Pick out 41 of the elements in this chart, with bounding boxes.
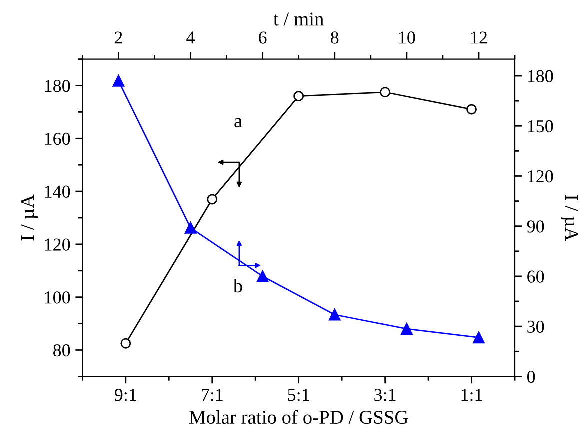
y-tick-label: 30 bbox=[528, 320, 544, 334]
y-tick-label: 100 bbox=[45, 292, 70, 304]
y-tick-label: 80 bbox=[54, 344, 70, 357]
point bbox=[328, 308, 341, 321]
y-tick-label: 140 bbox=[45, 186, 70, 198]
x-tick-label: 8 bbox=[331, 32, 339, 44]
x-tick-label: 5:1 bbox=[288, 389, 310, 402]
y-tick-label: 180 bbox=[45, 80, 70, 92]
x-tick-label: 6 bbox=[259, 32, 267, 44]
x-tick-label: 4 bbox=[186, 32, 195, 44]
x-tick-label: 1:1 bbox=[462, 389, 482, 402]
point bbox=[120, 338, 132, 349]
point bbox=[401, 323, 413, 335]
point bbox=[112, 75, 125, 87]
point bbox=[184, 222, 197, 234]
y-tick-label: 180 bbox=[528, 70, 554, 82]
x-tick-label: 9:1 bbox=[114, 389, 136, 402]
point bbox=[473, 332, 485, 344]
point bbox=[294, 91, 304, 102]
x-tick-label: 2 bbox=[114, 32, 122, 44]
x-tick-label: 12 bbox=[472, 32, 488, 44]
y-axis-title: I / µA bbox=[561, 195, 578, 242]
x-axis-title: Molar ratio of o-PD / GSSG bbox=[189, 410, 408, 424]
annotation: a bbox=[234, 118, 242, 128]
y-tick-label: 60 bbox=[528, 270, 544, 283]
y-tick-label: 90 bbox=[527, 220, 544, 233]
y-tick-label: 0 bbox=[527, 370, 536, 384]
point bbox=[380, 87, 391, 98]
point bbox=[207, 194, 218, 205]
x-tick-label: 10 bbox=[399, 32, 416, 44]
y-axis-title: I / µA bbox=[21, 194, 38, 241]
y-tick-label: 120 bbox=[45, 238, 70, 251]
y-tick-label: 120 bbox=[528, 170, 554, 183]
point bbox=[466, 104, 477, 115]
x-tick-label: 3:1 bbox=[374, 389, 396, 402]
annotation: b bbox=[233, 279, 242, 293]
y-tick-label: 150 bbox=[528, 120, 554, 133]
y-tick-label: 160 bbox=[45, 132, 70, 146]
point bbox=[256, 270, 269, 282]
x-axis-title: t / min bbox=[274, 12, 324, 26]
x-tick-label: 7:1 bbox=[202, 389, 223, 402]
